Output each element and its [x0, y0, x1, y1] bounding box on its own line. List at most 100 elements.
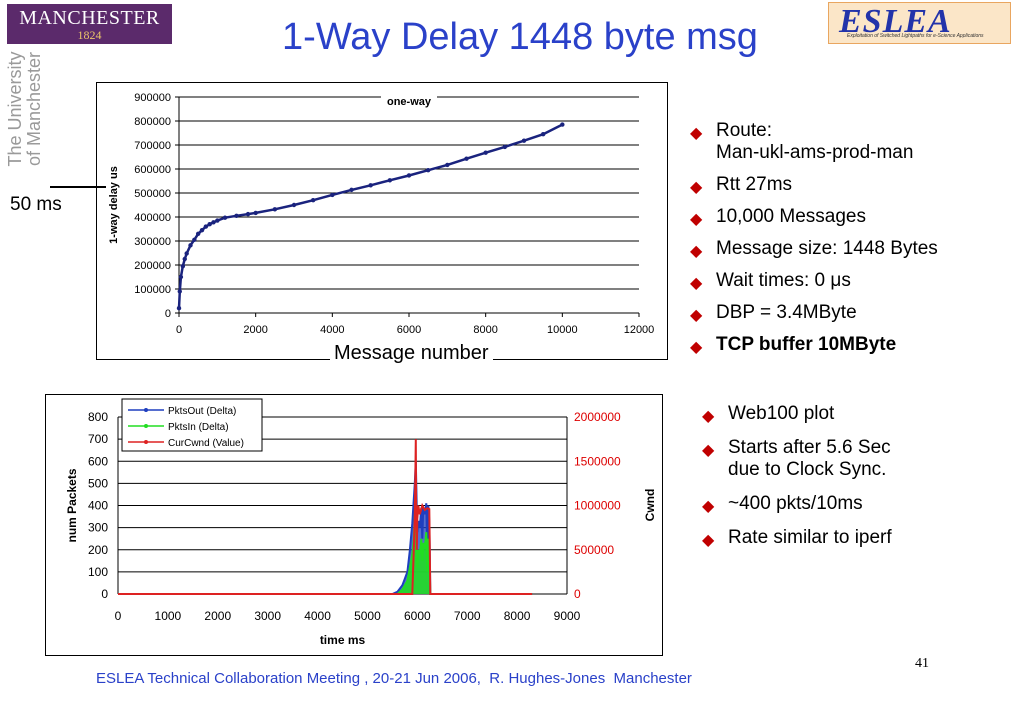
y-tick-label: 300000: [134, 236, 171, 248]
x-tick-label: 3000: [254, 609, 281, 623]
y2-tick-label: 0: [574, 587, 581, 601]
bullet-top-text: TCP buffer 10MByte: [716, 334, 897, 355]
slide-title: 1-Way Delay 1448 byte msg: [282, 16, 758, 58]
diamond-bullet-icon: ◆: [690, 339, 703, 356]
one-way-point: [253, 210, 258, 216]
x-tick-label: 12000: [624, 324, 655, 336]
message-number-label: Message number: [330, 342, 493, 365]
one-way-series-line: [177, 123, 563, 309]
y-tick-label: 800: [88, 410, 108, 424]
web100-chart-panel: 0 100 200 300 400 500 600 700 800 0 500000 1000000 1…: [45, 394, 663, 656]
bullet-top-text: 10,000 Messages: [716, 206, 866, 227]
one-way-point: [406, 173, 412, 178]
y-tick-label: 0: [165, 308, 171, 320]
bullet-top-text: Wait times: 0 μs: [716, 270, 851, 291]
annotation-line: [50, 186, 106, 188]
eslea-logo-text: ESLEA: [839, 3, 952, 40]
diamond-bullet-icon: ◆: [690, 179, 703, 196]
one-way-point: [222, 215, 228, 220]
legend-swatch-marker: [144, 424, 148, 428]
bullets-bottom: ◆ Web100 plot ◆ Starts after 5.6 Sec due to …: [700, 403, 1020, 561]
diamond-bullet-icon: ◆: [690, 211, 703, 228]
x-tick-label: 2000: [243, 324, 267, 336]
y2-axis-label: Cwnd: [643, 489, 657, 522]
chart-title: one-way: [387, 96, 432, 108]
one-way-point: [483, 150, 488, 155]
one-way-point: [180, 264, 186, 269]
one-way-point: [291, 202, 297, 208]
x-tick-label: 6000: [397, 324, 421, 336]
x-tick-label: 2000: [204, 609, 231, 623]
y2-tick-label: 1000000: [574, 499, 621, 513]
bullet-top-item: ◆ Wait times: 0 μs: [688, 270, 1018, 292]
x-tick-label: 8000: [504, 609, 531, 623]
x-axis-label: time ms: [320, 633, 366, 647]
y-tick-label: 300: [88, 521, 108, 535]
diamond-bullet-icon: ◆: [702, 498, 715, 515]
diamond-bullet-icon: ◆: [690, 243, 703, 260]
bullet-top-item: ◆ DBP = 3.4MByte: [688, 302, 1018, 324]
one-way-point: [184, 251, 189, 256]
one-way-point: [368, 183, 373, 188]
y-tick-label: 900000: [134, 92, 171, 104]
bullet-bottom-text: Rate similar to iperf: [728, 527, 892, 548]
diamond-bullet-icon: ◆: [702, 408, 715, 425]
legend-label: PktsIn (Delta): [168, 422, 229, 433]
bullet-bottom-text: ~400 pkts/10ms: [728, 493, 863, 514]
x-tick-label: 5000: [354, 609, 381, 623]
manchester-logo-text: MANCHESTER: [19, 7, 160, 29]
one-way-point: [425, 168, 431, 173]
bullet-top-item: ◆ Rtt 27ms: [688, 174, 1018, 196]
x-tick-label: 4000: [320, 324, 344, 336]
pkts-in-series-area: [118, 501, 533, 594]
university-line2: of Manchester: [24, 51, 44, 167]
university-line1: The University: [5, 51, 25, 167]
y-axis-label: num Packets: [65, 468, 79, 542]
y-tick-label: 700000: [134, 140, 171, 152]
bullet-bottom-text: Starts after 5.6 Sec: [728, 437, 891, 458]
one-way-point: [387, 178, 393, 183]
one-way-point: [192, 237, 197, 242]
x-tick-label: 0: [115, 609, 122, 623]
bullet-top-item: ◆ Route: Man-ukl-ams-prod-man: [688, 120, 1018, 164]
manchester-logo-year: 1824: [77, 28, 102, 42]
y-tick-label: 100000: [134, 284, 171, 296]
diamond-bullet-icon: ◆: [702, 532, 715, 549]
one-way-point: [195, 231, 201, 236]
one-way-point: [464, 156, 469, 161]
y-tick-label: 400000: [134, 212, 171, 224]
legend-swatch-marker: [144, 440, 148, 444]
one-way-point: [182, 256, 187, 262]
bullet-top-item: ◆ 10,000 Messages: [688, 206, 1018, 228]
x-tick-label: 1000: [155, 609, 182, 623]
diamond-bullet-icon: ◆: [690, 275, 703, 292]
y-tick-label: 200000: [134, 260, 171, 272]
one-way-point: [199, 228, 205, 233]
footer: ESLEA Technical Collaboration Meeting , …: [96, 670, 692, 687]
diamond-bullet-icon: ◆: [690, 307, 703, 324]
one-way-point: [349, 187, 354, 193]
one-way-chart: 0100000200000300000400000500000600000700…: [108, 92, 655, 336]
bullet-bottom-text: due to Clock Sync.: [728, 459, 887, 480]
y-tick-label: 200: [88, 543, 108, 557]
one-way-point: [330, 192, 335, 198]
one-way-point: [188, 243, 193, 248]
annotation-50ms: 50 ms: [10, 194, 62, 215]
bullet-top-text: DBP = 3.4MByte: [716, 302, 857, 323]
y2-tick-label: 1500000: [574, 454, 621, 468]
one-way-point: [203, 224, 209, 229]
diamond-bullet-icon: ◆: [690, 125, 703, 142]
diamond-bullet-icon: ◆: [702, 442, 715, 459]
x-tick-label: 7000: [454, 609, 481, 623]
legend-swatch-marker: [144, 408, 148, 412]
web100-chart: 0100200300400500600700800050000010000001…: [65, 398, 657, 647]
y-tick-label: 0: [101, 587, 108, 601]
y-tick-label: 800000: [134, 116, 171, 128]
one-way-point: [540, 132, 546, 137]
one-way-point: [502, 144, 508, 150]
one-way-point: [310, 198, 316, 203]
bullet-bottom-item: ◆ Rate similar to iperf: [700, 527, 1020, 549]
x-tick-label: 6000: [404, 609, 431, 623]
one-way-point: [272, 207, 278, 212]
pkts-in-series-line: [118, 501, 533, 595]
